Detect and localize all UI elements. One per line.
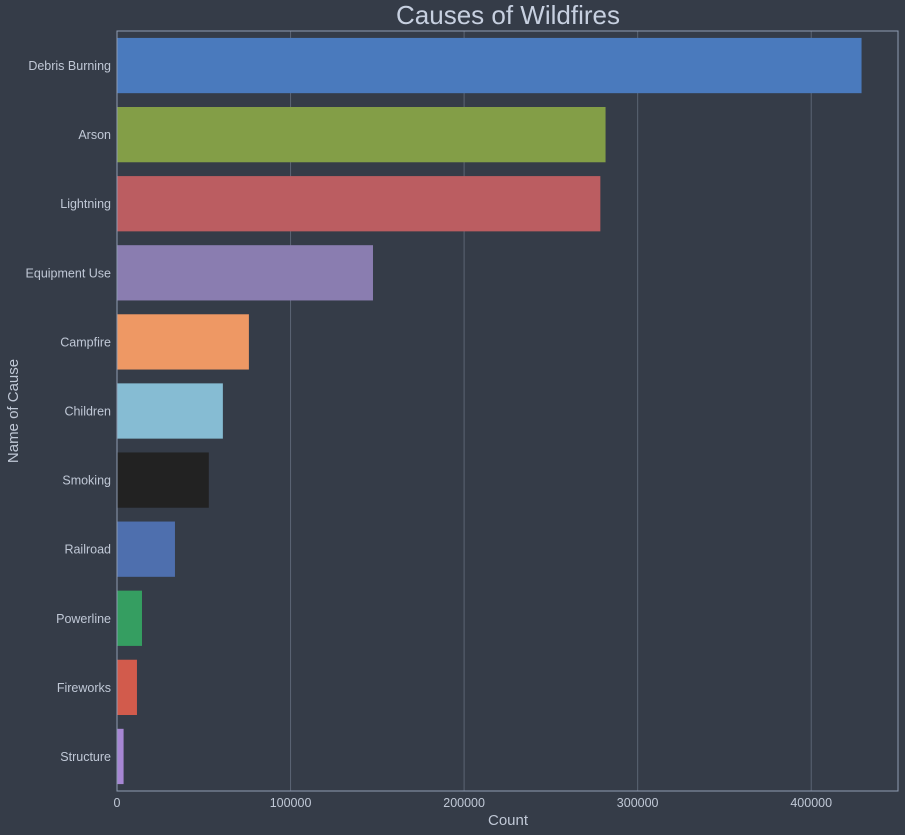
bar [117,590,142,646]
y-tick-labels: Debris Burning Arson Lightning Equipment Us… [26,59,112,764]
x-tick-label: 100000 [270,796,312,810]
chart-title: Causes of Wildfires [396,0,620,30]
y-tick-label: Arson [78,128,111,142]
x-tick-label: 400000 [790,796,832,810]
y-tick-label: Lightning [60,197,111,211]
bar [117,314,249,370]
x-tick-label: 300000 [617,796,659,810]
x-tick-labels: 0 100000 200000 300000 400000 [114,796,833,810]
bar [117,728,124,785]
y-tick-label: Equipment Use [26,266,112,280]
y-tick-label: Powerline [56,612,111,626]
y-tick-label: Railroad [64,543,111,557]
plot-frame [116,30,899,792]
bar [117,37,862,94]
bar [117,659,137,715]
y-tick-label: Fireworks [57,681,111,695]
x-tick-label: 0 [114,796,121,810]
y-tick-label: Structure [60,750,111,764]
bar [117,383,223,439]
bar [117,176,601,232]
y-tick-label: Smoking [62,474,111,488]
x-tick-label: 200000 [443,796,485,810]
bar [117,521,175,577]
bar [117,452,209,508]
bar [117,107,606,163]
bars [117,37,862,785]
y-axis-label: Name of Cause [5,359,22,463]
y-tick-label: Debris Burning [28,59,111,73]
bar [117,245,373,301]
y-tick-label: Children [64,405,111,419]
x-axis-label: Count [488,812,529,829]
y-tick-label: Campfire [60,335,111,349]
